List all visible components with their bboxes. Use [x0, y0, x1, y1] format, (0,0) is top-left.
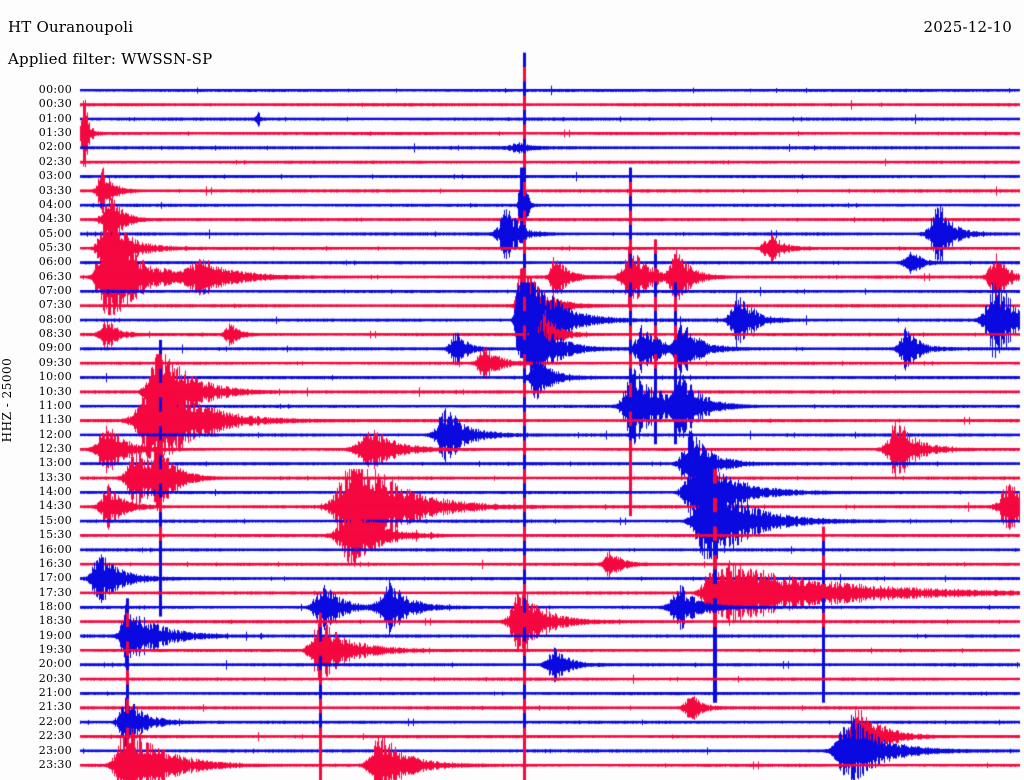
- seismogram-page: HT Ouranoupoli Applied filter: WWSSN-SP …: [0, 0, 1024, 780]
- helicorder-trace-canvas: [0, 0, 1024, 780]
